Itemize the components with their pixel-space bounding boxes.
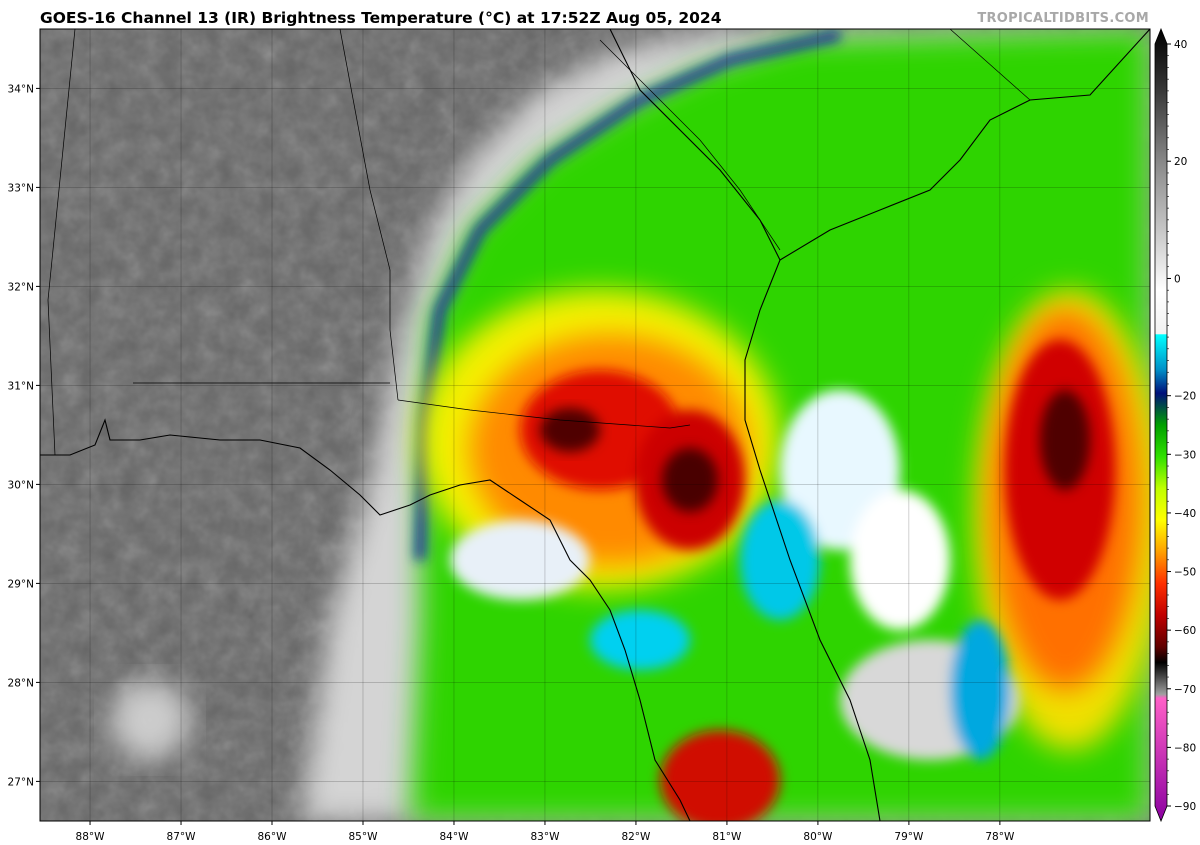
- colorbar-tick-label: −50: [1174, 567, 1196, 579]
- colorbar-tick-label: −40: [1174, 508, 1196, 520]
- lon-tick-label: 81°W: [712, 831, 742, 843]
- colorbar: 40 20 0 −20 −30 −40 −50 −60 −70 −80 −90: [1154, 27, 1196, 823]
- lat-tick-label: 34°N: [8, 83, 34, 95]
- colorbar-tick-label: −30: [1174, 449, 1196, 461]
- lat-tick-label: 29°N: [8, 578, 34, 590]
- latitude-axis: 27°N 28°N 29°N 30°N 31°N 32°N 33°N 34°N: [8, 83, 40, 788]
- map-title: GOES-16 Channel 13 (IR) Brightness Tempe…: [40, 9, 722, 27]
- lon-tick-label: 80°W: [803, 831, 833, 843]
- colorbar-tick-label: −90: [1174, 801, 1196, 813]
- gridlines: [40, 29, 1150, 821]
- longitude-axis: 88°W 87°W 86°W 85°W 84°W 83°W 82°W 81°W 80°W 79°W…: [76, 821, 1015, 843]
- map-frame: [39, 28, 1151, 822]
- lon-tick-label: 88°W: [76, 831, 106, 843]
- lon-tick-label: 87°W: [167, 831, 197, 843]
- map-panel: [40, 29, 1150, 821]
- lon-tick-label: 84°W: [439, 831, 469, 843]
- lat-tick-label: 27°N: [8, 776, 34, 788]
- cold-cloud-shield: [410, 29, 1150, 821]
- colorbar-tick-label: 20: [1174, 156, 1187, 168]
- colorbar-tick-label: −80: [1174, 742, 1196, 754]
- lat-tick-label: 31°N: [8, 380, 34, 392]
- lat-tick-label: 30°N: [8, 479, 34, 491]
- lon-tick-label: 83°W: [530, 831, 560, 843]
- colorbar-tick-label: −60: [1174, 625, 1196, 637]
- lon-tick-label: 82°W: [621, 831, 651, 843]
- lat-tick-label: 32°N: [8, 281, 34, 293]
- coastlines: [40, 29, 1150, 821]
- lat-tick-label: 28°N: [8, 677, 34, 689]
- colorbar-tick-label: −20: [1174, 391, 1196, 403]
- state-borders: [47, 29, 1031, 456]
- lon-tick-label: 85°W: [348, 831, 378, 843]
- broken-cloud-areas: [450, 390, 1020, 760]
- lon-tick-label: 78°W: [985, 831, 1015, 843]
- lat-tick-label: 33°N: [8, 182, 34, 194]
- colorbar-ticks: 40 20 0 −20 −30 −40 −50 −60 −70 −80 −90: [1167, 39, 1196, 813]
- colorbar-bar: [1154, 27, 1168, 823]
- colorbar-tick-label: 40: [1174, 39, 1187, 51]
- site-credit[interactable]: TROPICALTIDBITS.COM: [977, 11, 1149, 26]
- colorbar-tick-label: −70: [1174, 684, 1196, 696]
- colorbar-tick-label: 0: [1174, 273, 1181, 285]
- lon-tick-label: 79°W: [894, 831, 924, 843]
- lon-tick-label: 86°W: [258, 831, 288, 843]
